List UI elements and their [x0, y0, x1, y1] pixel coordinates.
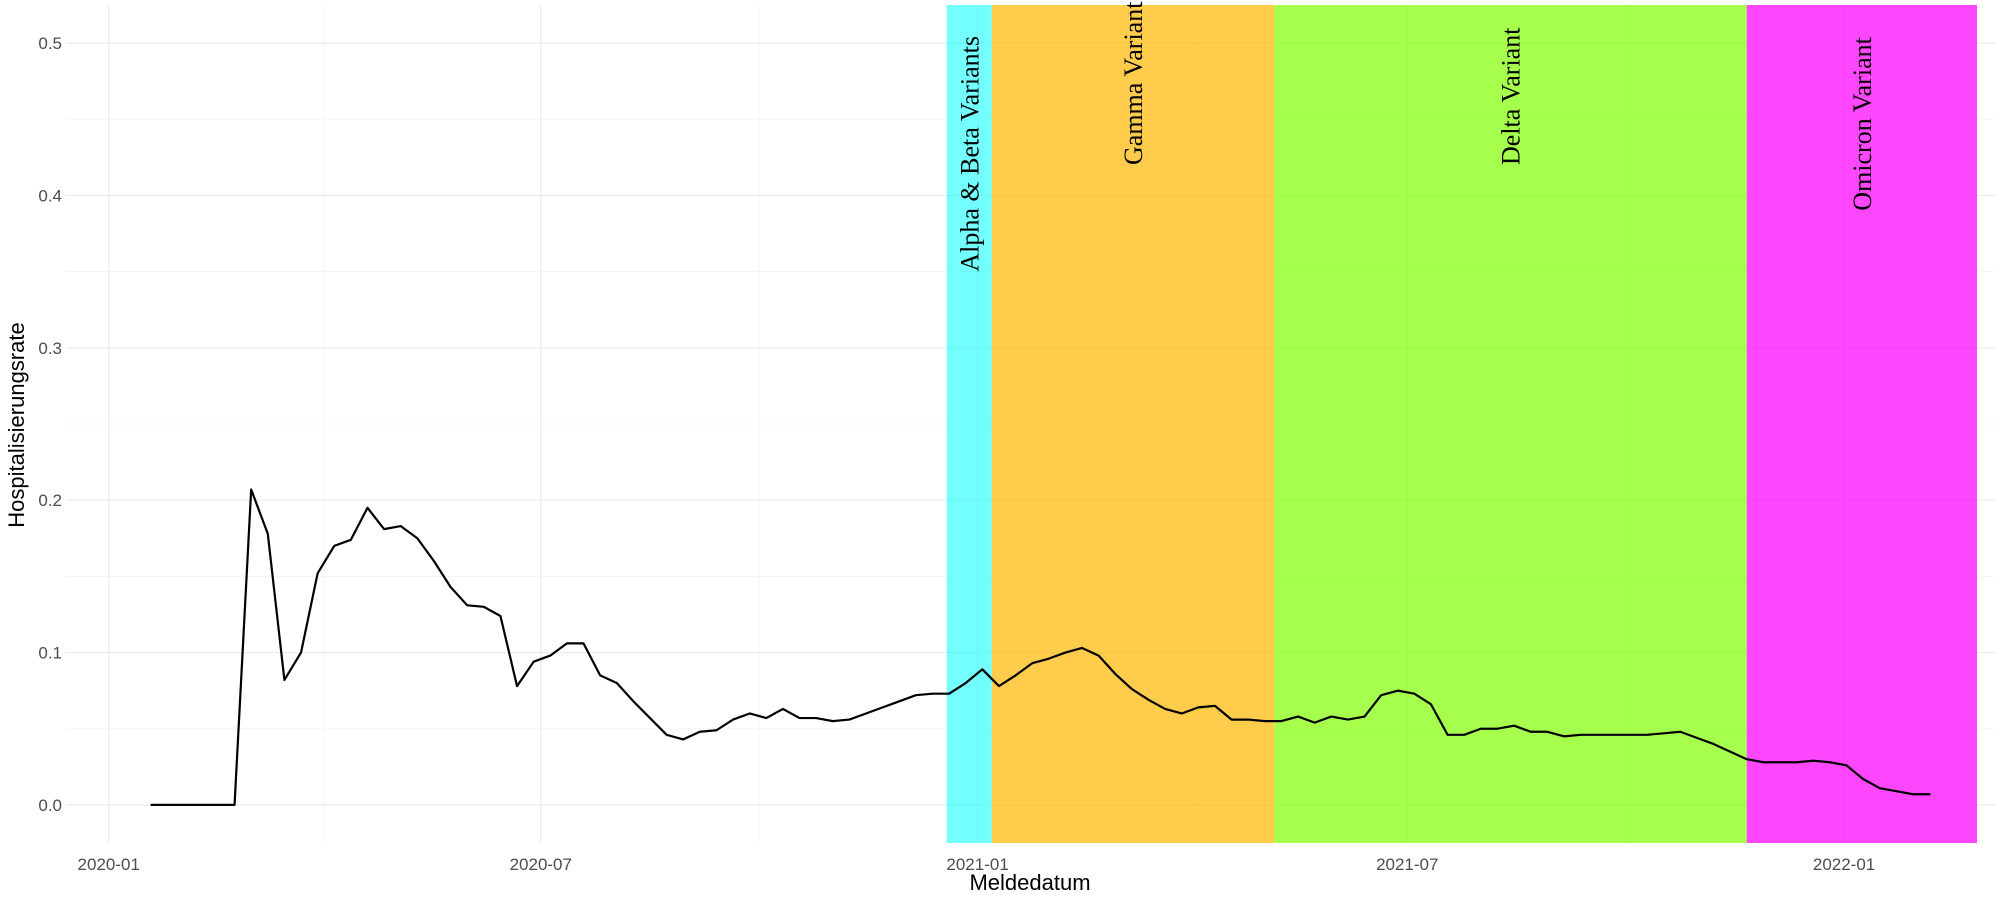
y-tick-label: 0.1	[38, 644, 62, 663]
variant-band-label: Alpha & Beta Variants	[955, 36, 984, 272]
x-tick-label: 2021-07	[1376, 855, 1438, 874]
variant-band-labels: Alpha & Beta Variants Gamma Variant Delta …	[955, 1, 1877, 272]
y-tick-label: 0.2	[38, 491, 62, 510]
variant-band	[991, 5, 1275, 843]
y-tick-label: 0.3	[38, 339, 62, 358]
series-line	[150, 488, 1931, 807]
variant-band	[946, 5, 992, 843]
x-tick-label: 2020-01	[78, 855, 140, 874]
variant-bands	[946, 5, 1978, 843]
variant-band	[1746, 5, 1978, 843]
variant-band-label: Omicron Variant	[1848, 36, 1877, 210]
y-axis-ticks: 0.0 0.1 0.2 0.3 0.4 0.5	[38, 34, 62, 815]
variant-band-label: Gamma Variant	[1119, 1, 1148, 165]
variant-band	[1274, 5, 1747, 843]
y-axis-title: Hospitalisierungsrate	[4, 322, 29, 527]
x-axis-title: Meldedatum	[969, 870, 1090, 895]
variant-band-label: Delta Variant	[1497, 27, 1526, 165]
x-tick-label: 2021-01	[946, 855, 1008, 874]
series-lines	[150, 488, 1931, 807]
y-tick-label: 0.4	[38, 186, 62, 205]
x-tick-label: 2020-07	[510, 855, 572, 874]
y-tick-label: 0.0	[38, 796, 62, 815]
x-axis-ticks: 2020-01 2020-07 2021-01 2021-07 2022-01	[78, 855, 1876, 874]
x-tick-label: 2022-01	[1813, 855, 1875, 874]
y-tick-label: 0.5	[38, 34, 62, 53]
